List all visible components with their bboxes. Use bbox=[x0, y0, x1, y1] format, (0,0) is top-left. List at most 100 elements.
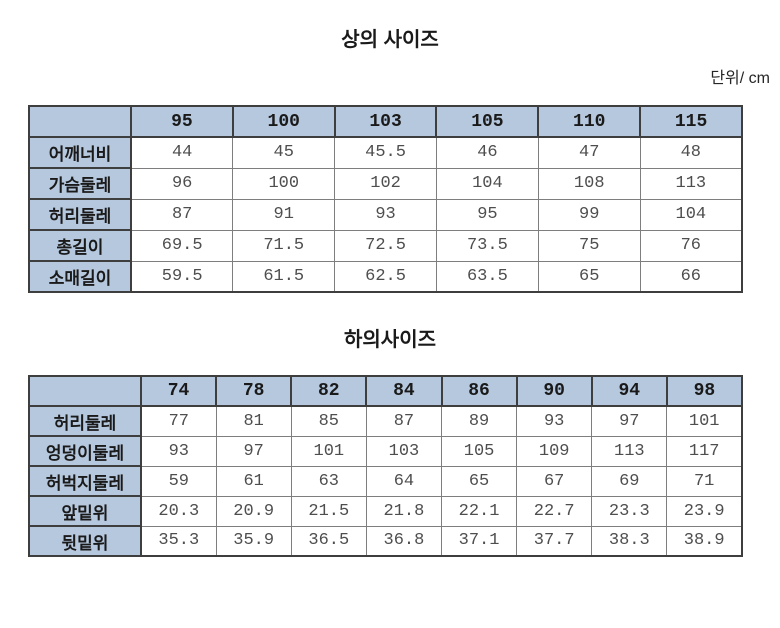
row-label-cell: 뒷밑위 bbox=[28, 525, 142, 557]
measurement-value-cell: 95 bbox=[435, 198, 539, 231]
measurement-value-cell: 75 bbox=[537, 229, 641, 262]
measurement-row: 허리둘레 87 91 93 95 99 104 bbox=[28, 198, 743, 231]
size-column-header: 100 bbox=[231, 105, 336, 138]
measurement-value-cell: 47 bbox=[537, 136, 641, 169]
measurement-value-cell: 87 bbox=[365, 405, 443, 437]
top-size-table-title: 상의 사이즈 bbox=[341, 29, 439, 51]
size-column-header: 74 bbox=[139, 375, 218, 407]
measurement-value-cell: 105 bbox=[440, 435, 518, 467]
measurement-value-cell: 101 bbox=[290, 435, 367, 467]
measurement-value-cell: 89 bbox=[440, 405, 518, 437]
measurement-row: 앞밑위 20.3 20.9 21.5 21.8 22.1 22.7 23.3 23.9 bbox=[28, 495, 743, 527]
measurement-value-cell: 72.5 bbox=[334, 229, 437, 262]
measurement-value-cell: 81 bbox=[215, 405, 292, 437]
measurement-value-cell: 22.1 bbox=[440, 495, 518, 527]
measurement-value-cell: 97 bbox=[215, 435, 292, 467]
measurement-value-cell: 20.3 bbox=[140, 495, 217, 527]
measurement-value-cell: 21.5 bbox=[290, 495, 367, 527]
measurement-value-cell: 77 bbox=[140, 405, 217, 437]
measurement-value-cell: 65 bbox=[440, 465, 518, 497]
measurement-value-cell: 35.3 bbox=[140, 525, 217, 557]
row-label-cell: 앞밑위 bbox=[28, 495, 142, 527]
size-column-header: 82 bbox=[290, 375, 368, 407]
row-label-cell: 허리둘레 bbox=[28, 405, 142, 437]
measurement-value-cell: 38.9 bbox=[666, 525, 743, 557]
measurement-value-cell: 93 bbox=[334, 198, 437, 231]
size-header-row: 95 100 103 105 110 115 bbox=[28, 105, 743, 138]
measurement-value-cell: 61 bbox=[215, 465, 292, 497]
measurement-value-cell: 66 bbox=[639, 260, 743, 293]
measurement-value-cell: 61.5 bbox=[232, 260, 336, 293]
measurement-value-cell: 48 bbox=[639, 136, 743, 169]
measurement-value-cell: 64 bbox=[365, 465, 443, 497]
size-column-header: 110 bbox=[537, 105, 642, 138]
row-label-cell: 가슴둘레 bbox=[28, 167, 132, 200]
measurement-value-cell: 69 bbox=[591, 465, 668, 497]
measurement-row: 총길이 69.5 71.5 72.5 73.5 75 76 bbox=[28, 229, 743, 262]
measurement-value-cell: 102 bbox=[334, 167, 437, 200]
measurement-value-cell: 104 bbox=[639, 198, 743, 231]
measurement-value-cell: 38.3 bbox=[591, 525, 668, 557]
measurement-row: 엉덩이둘레 93 97 101 103 105 109 113 117 bbox=[28, 435, 743, 467]
measurement-value-cell: 23.3 bbox=[591, 495, 668, 527]
measurement-value-cell: 113 bbox=[591, 435, 668, 467]
size-header-row: 74 78 82 84 86 90 94 98 bbox=[28, 375, 744, 407]
measurement-value-cell: 36.5 bbox=[290, 525, 367, 557]
measurement-value-cell: 65 bbox=[537, 260, 641, 293]
measurement-row: 허벅지둘레 59 61 63 64 65 67 69 71 bbox=[28, 465, 743, 497]
measurement-value-cell: 117 bbox=[666, 435, 743, 467]
unit-label: 단위/ cm bbox=[710, 70, 770, 87]
row-label-cell: 허벅지둘레 bbox=[28, 465, 142, 497]
measurement-value-cell: 113 bbox=[639, 167, 743, 200]
row-label-cell: 엉덩이둘레 bbox=[28, 435, 142, 467]
measurement-value-cell: 108 bbox=[537, 167, 641, 200]
measurement-value-cell: 22.7 bbox=[516, 495, 593, 527]
measurement-value-cell: 76 bbox=[639, 229, 743, 262]
measurement-value-cell: 37.7 bbox=[516, 525, 593, 557]
measurement-value-cell: 104 bbox=[435, 167, 539, 200]
measurement-value-cell: 44 bbox=[130, 136, 234, 169]
measurement-value-cell: 87 bbox=[130, 198, 234, 231]
measurement-value-cell: 85 bbox=[290, 405, 367, 437]
measurement-row: 어깨너비 44 45 45.5 46 47 48 bbox=[28, 136, 743, 169]
measurement-value-cell: 99 bbox=[537, 198, 641, 231]
measurement-value-cell: 69.5 bbox=[130, 229, 234, 262]
measurement-value-cell: 21.8 bbox=[365, 495, 443, 527]
row-label-cell: 어깨너비 bbox=[28, 136, 132, 169]
measurement-value-cell: 67 bbox=[516, 465, 593, 497]
measurement-value-cell: 62.5 bbox=[334, 260, 437, 293]
corner-cell bbox=[28, 105, 132, 138]
size-column-header: 115 bbox=[639, 105, 743, 138]
measurement-value-cell: 109 bbox=[516, 435, 593, 467]
top-size-table: 95 100 103 105 110 115 어깨너비 44 45 45.5 46 47 48 가슴둘레 9… bbox=[28, 105, 743, 293]
row-label-cell: 소매길이 bbox=[28, 260, 132, 293]
measurement-value-cell: 45.5 bbox=[334, 136, 437, 169]
bottom-size-table-title: 하의사이즈 bbox=[344, 329, 436, 351]
measurement-value-cell: 59.5 bbox=[130, 260, 234, 293]
measurement-row: 가슴둘레 96 100 102 104 108 113 bbox=[28, 167, 743, 200]
size-column-header: 98 bbox=[665, 375, 744, 407]
measurement-value-cell: 20.9 bbox=[215, 495, 292, 527]
measurement-value-cell: 103 bbox=[365, 435, 443, 467]
measurement-value-cell: 71 bbox=[666, 465, 743, 497]
measurement-value-cell: 35.9 bbox=[215, 525, 292, 557]
measurement-row: 허리둘레 77 81 85 87 89 93 97 101 bbox=[28, 405, 743, 437]
measurement-value-cell: 37.1 bbox=[440, 525, 518, 557]
measurement-value-cell: 100 bbox=[232, 167, 336, 200]
measurement-value-cell: 45 bbox=[232, 136, 336, 169]
size-column-header: 84 bbox=[365, 375, 443, 407]
size-column-header: 86 bbox=[440, 375, 518, 407]
corner-cell bbox=[28, 375, 142, 407]
row-label-cell: 총길이 bbox=[28, 229, 132, 262]
measurement-value-cell: 96 bbox=[130, 167, 234, 200]
size-column-header: 103 bbox=[333, 105, 438, 138]
measurement-value-cell: 36.8 bbox=[365, 525, 443, 557]
measurement-value-cell: 59 bbox=[140, 465, 217, 497]
measurement-value-cell: 91 bbox=[232, 198, 336, 231]
measurement-value-cell: 93 bbox=[516, 405, 593, 437]
size-column-header: 95 bbox=[130, 105, 234, 138]
measurement-value-cell: 71.5 bbox=[232, 229, 336, 262]
bottom-size-table: 74 78 82 84 86 90 94 98 허리둘레 77 81 85 87 89 93 97 101 엉덩이… bbox=[28, 375, 744, 557]
measurement-value-cell: 93 bbox=[140, 435, 217, 467]
